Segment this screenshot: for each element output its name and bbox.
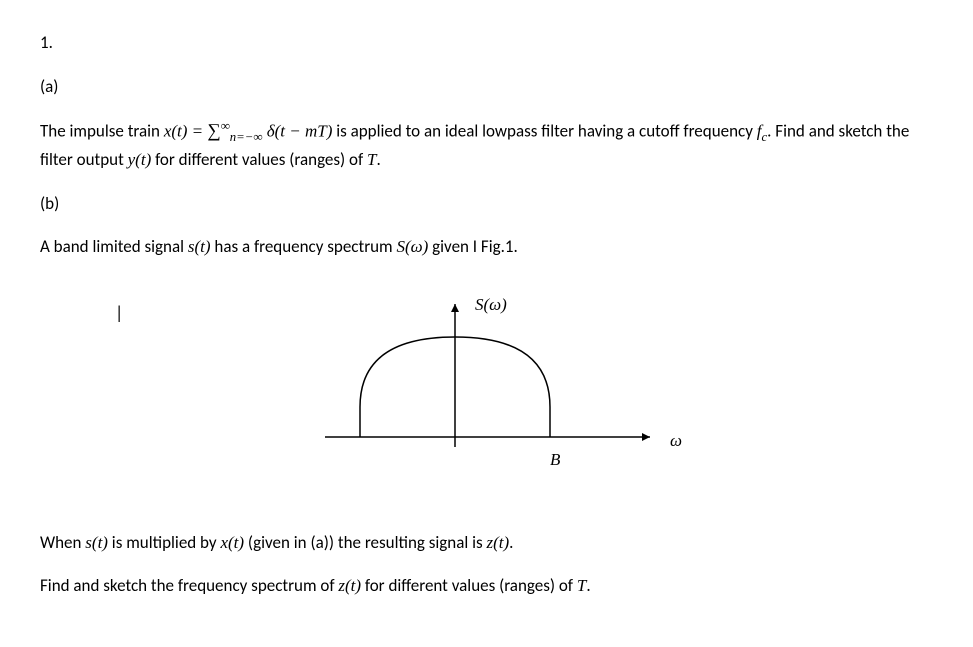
part-b-text-4: When (40, 532, 85, 553)
part-b-paragraph-1: A band limited signal s(t) has a frequen… (40, 234, 933, 260)
part-b-paragraph-2: When s(t) is multiplied by x(t) (given i… (40, 530, 933, 556)
part-a-text-4: for different values (ranges) of (151, 149, 367, 170)
part-a-math-2: δ(t − mT) (262, 122, 332, 141)
part-b-math-2: S(ω) (396, 237, 428, 256)
sum-upper: ∞ (221, 119, 230, 133)
text-cursor: | (115, 300, 123, 327)
part-a-math-1: x(t) = (164, 122, 208, 141)
spectrum-svg (320, 302, 680, 462)
part-b-math-1: s(t) (188, 237, 211, 256)
part-a-text-5: . (377, 149, 381, 170)
part-a-paragraph: The impulse train x(t) = ∑∞n=−∞ δ(t − mT… (40, 117, 933, 173)
problem-number: 1. (40, 30, 933, 56)
part-b-text-8: Find and sketch the frequency spectrum o… (40, 575, 338, 596)
part-b-text-3: given I Fig.1. (428, 236, 518, 257)
part-b-math-7: T (577, 576, 586, 595)
part-b-text-7: . (509, 532, 513, 553)
part-a-text-1: The impulse train (40, 121, 164, 142)
part-a-text-2: is applied to an ideal lowpass filter ha… (332, 121, 756, 142)
part-b-label: (b) (40, 191, 933, 217)
spectrum-figure: | S(ω) ω B (40, 290, 740, 490)
part-b-text-6: (given in (a)) the resulting signal is (244, 532, 486, 553)
part-b-text-5: is multiplied by (108, 532, 220, 553)
part-a-math-5: T (367, 150, 376, 169)
part-b-text-9: for different values (ranges) of (361, 575, 577, 596)
part-a-math-4: y(t) (128, 150, 152, 169)
sum-lower: n=−∞ (230, 130, 263, 144)
part-b-text-1: A band limited signal (40, 236, 188, 257)
part-b-math-3: s(t) (85, 533, 108, 552)
part-b-math-6: z(t) (338, 576, 361, 595)
part-b-text-2: has a frequency spectrum (211, 236, 397, 257)
part-b-math-4: x(t) (220, 533, 244, 552)
part-a-label: (a) (40, 74, 933, 100)
part-b-math-5: z(t) (487, 533, 510, 552)
sum-symbol: ∑ (207, 121, 220, 142)
part-b-paragraph-3: Find and sketch the frequency spectrum o… (40, 573, 933, 599)
part-b-text-10: . (586, 575, 590, 596)
